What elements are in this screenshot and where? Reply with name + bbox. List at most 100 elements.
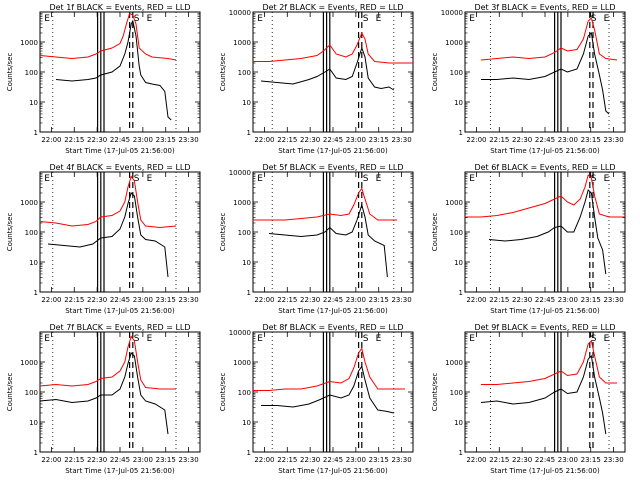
chart-title: Det 2f BLACK = Events, RED = LLD	[262, 3, 403, 12]
marker-label: E	[257, 174, 263, 184]
x-tick-label: 22:00	[466, 136, 486, 144]
y-tick-label: 100	[25, 229, 38, 237]
x-tick-label: 22:30	[300, 136, 320, 144]
chart-title: Det 7f BLACK = Events, RED = LLD	[49, 323, 190, 332]
x-tick-label: 23:00	[558, 456, 578, 464]
y-axis-label: Counts/sec	[6, 213, 14, 252]
marker-label: E	[147, 334, 153, 344]
y-tick-label: 100	[238, 69, 251, 77]
x-tick-label: 22:00	[466, 456, 486, 464]
y-axis-label: Counts/sec	[219, 53, 227, 92]
x-axis-label: Start Time (17-Jul-05 21:56:00)	[278, 467, 388, 475]
x-tick-label: 23:30	[603, 136, 623, 144]
x-tick-label: 22:45	[535, 136, 555, 144]
chart-panel-3: Det 3f BLACK = Events, RED = LLD 1 10 100 10…	[431, 3, 626, 155]
x-tick-label: 22:30	[512, 456, 532, 464]
series-line-black	[480, 354, 607, 435]
x-axis-label: Start Time (17-Jul-05 21:56:00)	[490, 467, 600, 475]
y-tick-label: 1	[459, 289, 463, 297]
x-tick-label: 22:45	[323, 456, 343, 464]
y-axis-label: Counts/sec	[431, 213, 439, 252]
x-tick-label: 22:00	[41, 136, 61, 144]
marker-label: E	[604, 334, 610, 344]
x-tick-label: 22:30	[512, 296, 532, 304]
marker-label: E	[376, 14, 382, 24]
series-line-red	[480, 17, 618, 61]
y-tick-label: 10000	[229, 9, 251, 17]
x-tick-label: 23:15	[369, 296, 389, 304]
marker-label: S	[363, 14, 369, 24]
x-tick-label: 23:15	[369, 136, 389, 144]
marker-label: S	[134, 334, 140, 344]
series-line-red	[481, 340, 617, 385]
x-tick-label: 23:30	[178, 456, 198, 464]
y-tick-label: 10000	[229, 329, 251, 337]
marker-label: E	[469, 174, 475, 184]
y-tick-label: 100	[238, 389, 251, 397]
series-line-black	[481, 31, 610, 115]
y-axis-label: Counts/sec	[219, 213, 227, 252]
x-tick-label: 22:00	[466, 296, 486, 304]
x-tick-label: 23:30	[603, 456, 623, 464]
x-tick-label: 23:15	[581, 136, 601, 144]
chart-title: Det 1f BLACK = Events, RED = LLD	[49, 3, 190, 12]
chart-title: Det 5f BLACK = Events, RED = LLD	[262, 163, 403, 172]
marker-label: E	[604, 14, 610, 24]
y-tick-label: 1	[247, 129, 251, 137]
x-tick-label: 23:30	[391, 456, 411, 464]
plot-frame	[252, 331, 414, 453]
y-tick-label: 10	[454, 419, 463, 427]
x-tick-label: 23:00	[133, 136, 153, 144]
series-line-red	[253, 347, 405, 391]
chart-panel-1: Det 1f BLACK = Events, RED = LLD 1 10 100 10…	[6, 3, 201, 155]
y-axis-label: Counts/sec	[431, 53, 439, 92]
y-tick-label: 1000	[445, 39, 463, 47]
series-line-black	[47, 192, 169, 278]
x-tick-label: 22:15	[277, 296, 297, 304]
y-tick-label: 10	[454, 259, 463, 267]
chart-panel-4: Det 4f BLACK = Events, RED = LLD 1 10 100 10…	[6, 163, 201, 315]
y-tick-label: 10	[242, 259, 251, 267]
x-tick-label: 22:45	[323, 136, 343, 144]
x-axis-label: Start Time (17-Jul-05 21:56:00)	[490, 147, 600, 155]
x-axis-label: Start Time (17-Jul-05 21:56:00)	[65, 467, 175, 475]
x-tick-label: 22:15	[489, 456, 509, 464]
chart-title: Det 8f BLACK = Events, RED = LLD	[262, 323, 403, 332]
chart-title: Det 3f BLACK = Events, RED = LLD	[474, 3, 615, 12]
marker-label: E	[44, 14, 50, 24]
y-tick-label: 1000	[20, 199, 38, 207]
marker-label: S	[134, 174, 140, 184]
x-tick-label: 22:15	[489, 296, 509, 304]
x-tick-label: 23:00	[346, 456, 366, 464]
series-line-black	[39, 352, 169, 435]
series-line-red	[465, 174, 625, 218]
plot-frame	[464, 331, 626, 453]
y-axis-label: Counts/sec	[431, 373, 439, 412]
x-tick-label: 22:30	[87, 296, 107, 304]
marker-label: S	[363, 174, 369, 184]
marker-label: E	[147, 14, 153, 24]
y-tick-label: 100	[25, 69, 38, 77]
x-tick-label: 22:15	[64, 136, 84, 144]
y-tick-label: 100	[450, 69, 463, 77]
series-line-red	[253, 187, 397, 221]
y-tick-label: 1000	[445, 359, 463, 367]
x-tick-label: 23:15	[581, 296, 601, 304]
x-tick-label: 22:00	[254, 456, 274, 464]
x-tick-label: 22:15	[277, 456, 297, 464]
y-tick-label: 100	[238, 229, 251, 237]
y-axis-label: Counts/sec	[6, 53, 14, 92]
chart-title: Det 9f BLACK = Events, RED = LLD	[474, 323, 615, 332]
chart-title: Det 4f BLACK = Events, RED = LLD	[49, 163, 190, 172]
y-tick-label: 100	[450, 229, 463, 237]
x-tick-label: 22:00	[41, 296, 61, 304]
series-line-black	[488, 189, 607, 275]
marker-label: E	[376, 334, 382, 344]
x-tick-label: 23:00	[133, 456, 153, 464]
x-tick-label: 23:30	[178, 136, 198, 144]
y-tick-label: 1000	[233, 39, 251, 47]
y-tick-label: 10	[454, 99, 463, 107]
x-tick-label: 23:15	[369, 456, 389, 464]
y-tick-label: 1	[459, 129, 463, 137]
